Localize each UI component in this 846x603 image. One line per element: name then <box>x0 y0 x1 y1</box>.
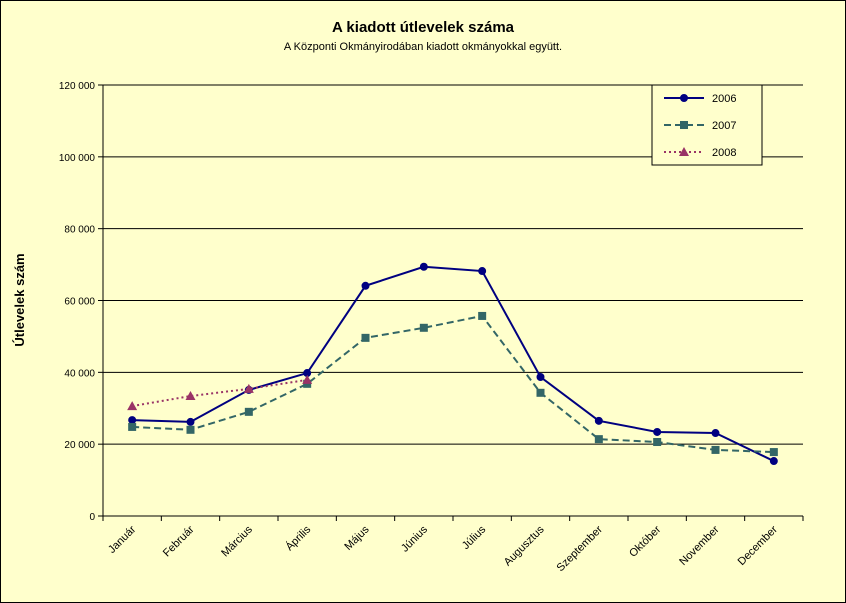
marker <box>186 425 195 434</box>
y-tick-label: 0 <box>89 512 95 523</box>
y-axis-label: Útlevelek szám <box>12 253 27 346</box>
marker <box>536 373 545 382</box>
y-tick-label: 100 000 <box>59 153 96 164</box>
marker <box>653 427 662 436</box>
marker <box>594 435 603 444</box>
series-line <box>132 314 774 454</box>
marker <box>653 438 662 447</box>
y-tick-label: 80 000 <box>64 225 95 236</box>
marker <box>711 445 720 454</box>
legend-label: 2006 <box>712 93 736 105</box>
marker <box>419 323 428 332</box>
legend-marker <box>679 147 689 156</box>
marker <box>243 383 254 393</box>
marker <box>769 448 778 457</box>
legend-label: 2007 <box>712 120 736 132</box>
marker <box>594 416 603 425</box>
marker <box>478 311 487 320</box>
y-tick-label: 120 000 <box>59 81 96 92</box>
y-tick-label: 20 000 <box>64 440 95 451</box>
y-tick-label: 60 000 <box>64 297 95 308</box>
legend-marker <box>680 121 688 129</box>
marker <box>769 457 778 466</box>
legend-marker <box>680 94 688 102</box>
marker <box>185 391 196 401</box>
marker <box>244 407 253 416</box>
marker <box>128 416 137 425</box>
marker <box>302 374 313 384</box>
marker <box>128 422 137 431</box>
series-line <box>132 265 775 462</box>
marker <box>361 333 370 342</box>
chart-subtitle: A Központi Okmányirodában kiadott okmány… <box>284 41 562 53</box>
marker <box>361 281 370 290</box>
marker <box>186 417 195 426</box>
legend-label: 2008 <box>712 147 736 159</box>
y-tick-label: 40 000 <box>64 368 95 379</box>
marker <box>127 401 138 411</box>
marker <box>536 388 545 397</box>
marker <box>478 267 487 276</box>
chart-title: A kiadott útlevelek száma <box>332 19 515 36</box>
marker <box>711 429 720 438</box>
marker <box>419 262 428 271</box>
